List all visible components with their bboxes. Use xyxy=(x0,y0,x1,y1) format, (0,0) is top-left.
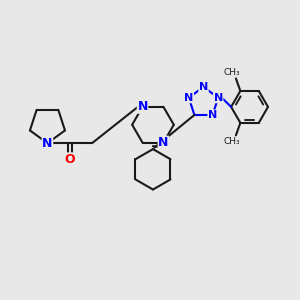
Text: N: N xyxy=(208,110,217,120)
Text: CH₃: CH₃ xyxy=(223,68,240,77)
Text: N: N xyxy=(214,93,223,103)
Text: N: N xyxy=(42,137,52,150)
Text: CH₃: CH₃ xyxy=(223,137,240,146)
Text: N: N xyxy=(184,93,194,103)
Text: O: O xyxy=(64,153,75,166)
Text: N: N xyxy=(158,136,169,149)
Text: N: N xyxy=(137,100,148,113)
Text: N: N xyxy=(199,82,208,92)
